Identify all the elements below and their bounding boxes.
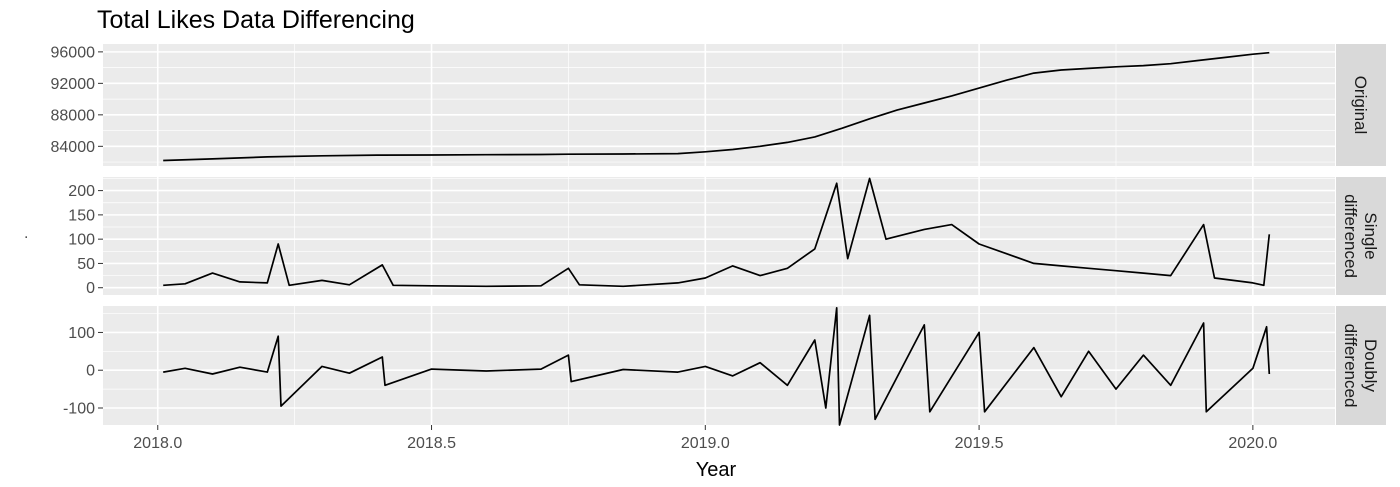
y-tick-label: -100: [63, 401, 95, 418]
facet-strip: [1336, 44, 1386, 166]
y-tick-label: 92000: [51, 76, 96, 93]
series-line-doubly-differenced: [163, 307, 1271, 426]
x-tick-label: 2018.0: [133, 435, 182, 452]
y-tick-label: 150: [68, 207, 95, 224]
panel-background: [103, 44, 1335, 166]
y-tick-label: 0: [86, 363, 95, 380]
facet-single-differenced: 0 50 100 150 200 Singledifferenced: [68, 177, 1386, 297]
x-axis: 2018.0 2018.5 2019.0 2019.5 2020.0: [133, 425, 1277, 452]
y-tick-label: 96000: [51, 44, 96, 61]
chart-title: Total Likes Data Differencing: [97, 6, 415, 34]
y-tick-label: 100: [68, 325, 95, 342]
y-axis-label: .: [24, 225, 28, 242]
x-tick-label: 2020.0: [1228, 435, 1277, 452]
y-tick-label: 88000: [51, 107, 96, 124]
x-tick-label: 2019.5: [955, 435, 1004, 452]
facet-strip: [1336, 177, 1386, 295]
series-line-single-differenced: [163, 177, 1271, 288]
facet-panels: 84000 88000 92000 96000 Original 0 50 100 150 200…: [51, 44, 1386, 426]
y-tick-label: 84000: [51, 139, 96, 156]
y-tick-label: 100: [68, 232, 95, 249]
facet-strip-label: Original: [1351, 76, 1370, 135]
y-tick-label: 200: [68, 183, 95, 200]
x-axis-label: Year: [696, 459, 737, 481]
y-tick-label: 50: [77, 256, 95, 273]
facet-strip-label: Doublydifferenced: [1341, 324, 1380, 408]
y-tick-label: 0: [86, 280, 95, 297]
facet-strip: [1336, 306, 1386, 425]
panel-background: [103, 306, 1335, 425]
x-tick-label: 2019.0: [681, 435, 730, 452]
series-line-original: [163, 51, 1270, 162]
facet-original: 84000 88000 92000 96000 Original: [51, 44, 1386, 166]
facet-doubly-differenced: -100 0 100 Doublydifferenced: [63, 306, 1386, 426]
facet-strip-label: Singledifferenced: [1341, 194, 1380, 278]
x-tick-label: 2018.5: [407, 435, 456, 452]
